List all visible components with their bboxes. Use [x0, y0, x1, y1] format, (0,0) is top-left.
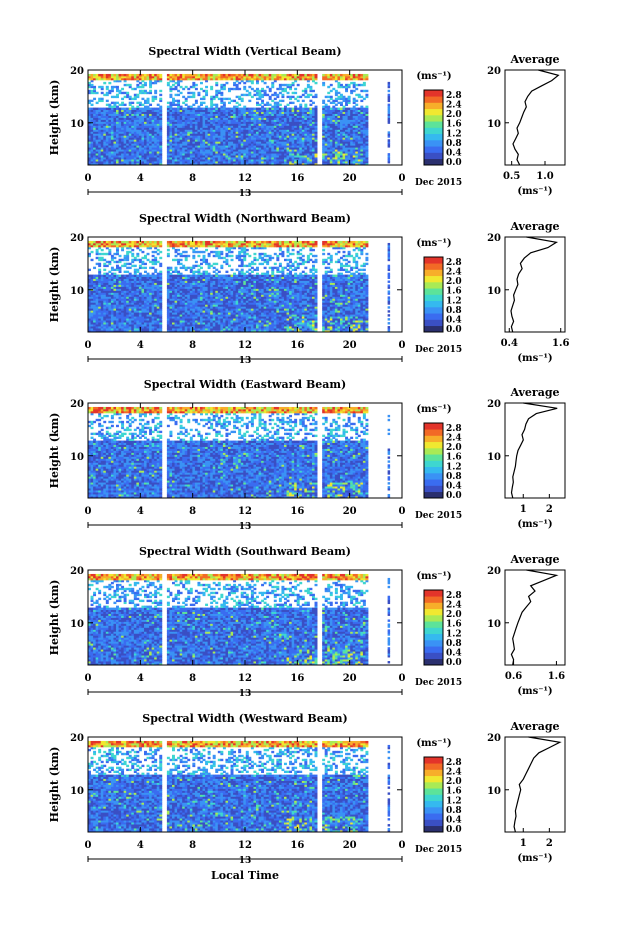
- heatmap-cells: [88, 74, 390, 165]
- panel-title: Spectral Width (Vertical Beam): [148, 45, 341, 58]
- spectral-width-figure: Spectral Width (Vertical Beam)1020Height…: [0, 0, 623, 929]
- panel-1: Spectral Width (Vertical Beam)1020Height…: [48, 45, 565, 199]
